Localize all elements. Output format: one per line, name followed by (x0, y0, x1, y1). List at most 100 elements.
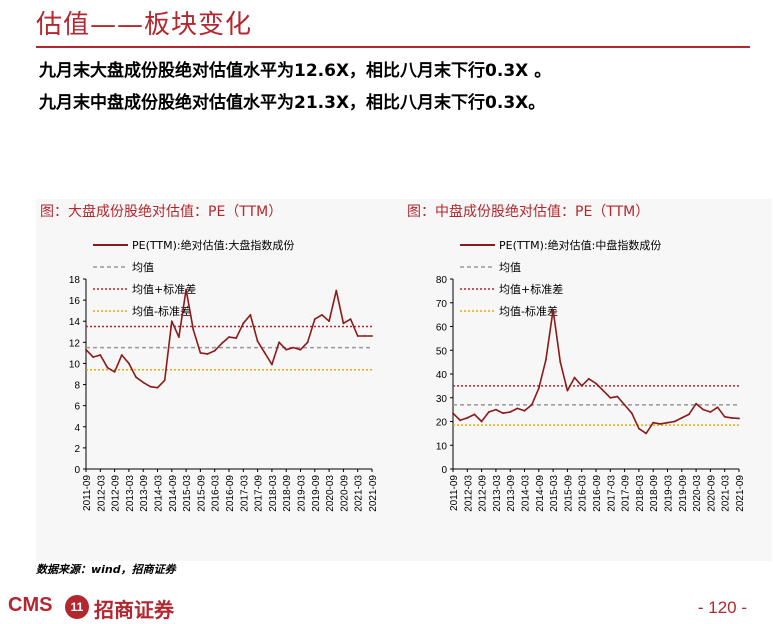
pe-data-point (278, 341, 280, 344)
pe-data-point (170, 320, 173, 323)
pe-data-point (256, 340, 259, 343)
x-tick-label: 2012-09 (478, 475, 489, 512)
y-tick-label: 2 (74, 444, 80, 455)
legend-label: 均值+标准差 (499, 282, 563, 296)
pe-data-point (595, 382, 597, 385)
x-tick-label: 2018-09 (282, 475, 293, 512)
pe-data-point (128, 362, 130, 365)
pe-data-point (659, 422, 662, 425)
pe-data-point (242, 322, 245, 325)
pe-data-point (85, 348, 87, 351)
x-tick-label: 2017-09 (621, 475, 632, 512)
page-title: 估值——板块变化 (36, 10, 253, 40)
pe-data-point (135, 376, 137, 379)
summary-line-large-cap: 九月末大盘成份股绝对估值水平为12.6X，相比八月末下行0.3X 。 (39, 61, 552, 81)
pe-data-point (163, 379, 166, 382)
pe-data-point (530, 403, 533, 406)
pe-data-point (192, 328, 195, 331)
pe-data-point (652, 421, 655, 424)
x-tick-label: 2015-03 (549, 475, 560, 512)
legend-label: 均值 (499, 261, 521, 274)
pe-data-point (616, 395, 619, 398)
legend-label: 均值 (132, 261, 154, 274)
pe-data-point (730, 417, 733, 419)
pe-data-point (199, 351, 202, 354)
pe-data-point (587, 377, 590, 380)
pe-data-point (120, 354, 123, 356)
pe-data-point (573, 376, 576, 379)
y-tick-label: 4 (74, 423, 80, 434)
x-tick-label: 2014-09 (168, 475, 179, 512)
x-tick-label: 2018-03 (635, 475, 646, 512)
x-tick-label: 2019-09 (678, 475, 689, 512)
x-tick-label: 2015-03 (182, 475, 193, 512)
pe-data-point (702, 408, 705, 411)
x-tick-label: 2016-03 (578, 475, 589, 512)
x-tick-label: 2017-03 (606, 475, 617, 512)
pe-data-point (502, 412, 504, 415)
pe-data-point (516, 407, 519, 410)
pe-data-point (113, 370, 116, 373)
pe-data-point (313, 318, 316, 321)
y-tick-label: 16 (69, 296, 81, 307)
pe-data-point (552, 308, 554, 311)
x-tick-label: 2021-03 (721, 475, 732, 512)
legend-label: 均值+标准差 (132, 282, 196, 296)
y-tick-label: 40 (436, 370, 448, 381)
page-footer: CMS 11 招商证券 - 120 - (0, 592, 773, 624)
pe-data-point (335, 289, 338, 292)
x-tick-label: 2021-03 (354, 475, 365, 512)
y-tick-label: 18 (69, 275, 81, 286)
pe-data-point (609, 396, 612, 399)
x-tick-label: 2020-09 (706, 475, 717, 512)
x-tick-label: 2014-03 (154, 475, 165, 512)
pe-data-point (235, 337, 238, 340)
pe-data-point (106, 366, 109, 369)
y-tick-label: 8 (74, 381, 80, 392)
pe-data-point (220, 342, 223, 345)
pe-data-point (466, 417, 469, 419)
x-tick-label: 2019-09 (311, 475, 322, 512)
legend-label: PE(TTM):绝对估值:大盘指数成份 (132, 238, 294, 252)
pe-data-point (680, 417, 683, 419)
pe-data-point (371, 335, 373, 337)
pe-data-point (623, 403, 626, 406)
title-divider (36, 46, 750, 48)
x-tick-label: 2014-09 (535, 475, 546, 512)
x-tick-label: 2016-09 (592, 475, 603, 512)
pe-data-point (149, 385, 152, 388)
summary-line-mid-cap: 九月末中盘成份股绝对估值水平为21.3X，相比八月末下行0.3X。 (39, 93, 546, 113)
pe-data-point (480, 420, 483, 423)
pe-series-line (452, 309, 740, 435)
pe-data-point (92, 356, 95, 359)
x-tick-label: 2017-03 (239, 475, 250, 512)
pe-data-point (299, 348, 302, 351)
pe-data-point (452, 412, 454, 415)
pe-data-point (509, 411, 512, 413)
x-tick-label: 2017-09 (254, 475, 265, 512)
pe-data-point (559, 361, 562, 364)
pe-data-point (459, 419, 462, 422)
y-tick-label: 10 (436, 441, 448, 452)
legend-label: PE(TTM):绝对估值:中盘指数成份 (499, 238, 661, 252)
pe-data-point (738, 417, 740, 420)
pe-data-point (228, 336, 230, 338)
pe-data-point (285, 348, 288, 351)
pe-data-point (580, 384, 583, 387)
y-tick-label: 12 (69, 338, 81, 349)
pe-data-point (249, 313, 252, 316)
x-tick-label: 2020-03 (325, 475, 336, 512)
x-tick-label: 2019-03 (664, 475, 675, 512)
brand-name: 招商证券 (94, 598, 174, 622)
legend-label: 均值-标准差 (132, 304, 191, 318)
pe-data-point (292, 346, 295, 349)
pe-data-point (537, 387, 540, 390)
x-tick-label: 2018-09 (649, 475, 660, 512)
x-tick-label: 2014-03 (521, 475, 532, 512)
x-tick-label: 2012-09 (111, 475, 122, 512)
pe-data-point (473, 413, 476, 416)
pe-data-point (709, 411, 712, 413)
x-tick-label: 2013-03 (492, 475, 503, 512)
y-tick-label: 0 (74, 465, 80, 476)
